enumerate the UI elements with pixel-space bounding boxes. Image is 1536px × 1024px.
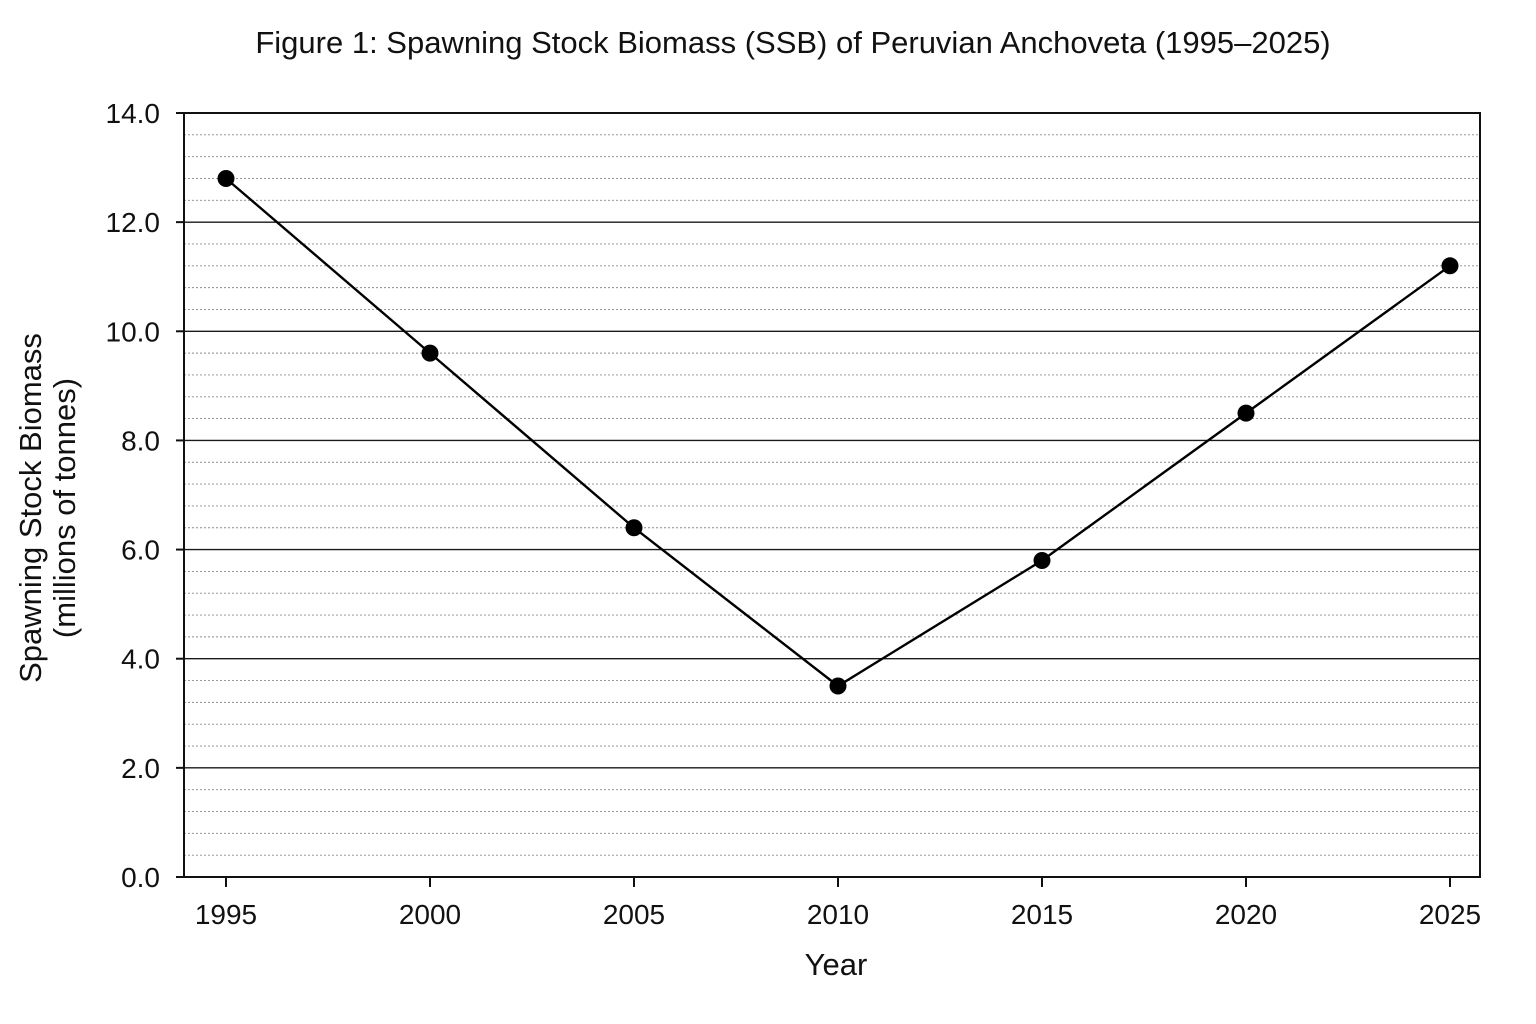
x-tick-label: 1995 — [195, 899, 257, 930]
y-tick-label: 14.0 — [106, 98, 161, 129]
series-ssb — [217, 169, 1459, 695]
data-point — [421, 344, 439, 362]
x-tick-label: 2025 — [1419, 899, 1481, 930]
y-axis-title-line-2: (millions of tonnes) — [47, 378, 82, 638]
data-point — [1237, 404, 1255, 422]
x-axis-title: Year — [805, 947, 868, 982]
x-tick-label: 2010 — [807, 899, 869, 930]
y-tick-label: 12.0 — [106, 207, 161, 238]
grid-lines — [184, 134, 1480, 856]
data-point — [625, 519, 643, 537]
y-tick-label: 6.0 — [121, 535, 160, 566]
data-point — [217, 169, 235, 187]
data-point — [1441, 257, 1459, 275]
series-line — [225, 177, 1451, 688]
x-tick-label: 2005 — [603, 899, 665, 930]
y-tick-label: 8.0 — [121, 425, 160, 456]
x-tick-label: 2020 — [1215, 899, 1277, 930]
y-axis-title-line-1: Spawning Stock Biomass — [13, 333, 48, 683]
x-axis: 1995 2000 2005 2010 2015 2020 2025 — [195, 877, 1481, 930]
y-tick-label: 2.0 — [121, 753, 160, 784]
chart-title: Figure 1: Spawning Stock Biomass (SSB) o… — [255, 25, 1330, 60]
y-tick-label: 0.0 — [121, 862, 160, 893]
y-axis: 0.0 2.0 4.0 6.0 8.0 10.0 12.0 14.0 — [106, 98, 184, 893]
data-point — [1033, 551, 1051, 569]
x-tick-label: 2000 — [399, 899, 461, 930]
plot-frame — [183, 112, 1481, 878]
data-point — [829, 677, 847, 695]
y-tick-label: 10.0 — [106, 316, 161, 347]
x-tick-label: 2015 — [1011, 899, 1073, 930]
y-axis-title-group: Spawning Stock Biomass (millions of tonn… — [13, 333, 82, 683]
y-tick-label: 4.0 — [121, 644, 160, 675]
